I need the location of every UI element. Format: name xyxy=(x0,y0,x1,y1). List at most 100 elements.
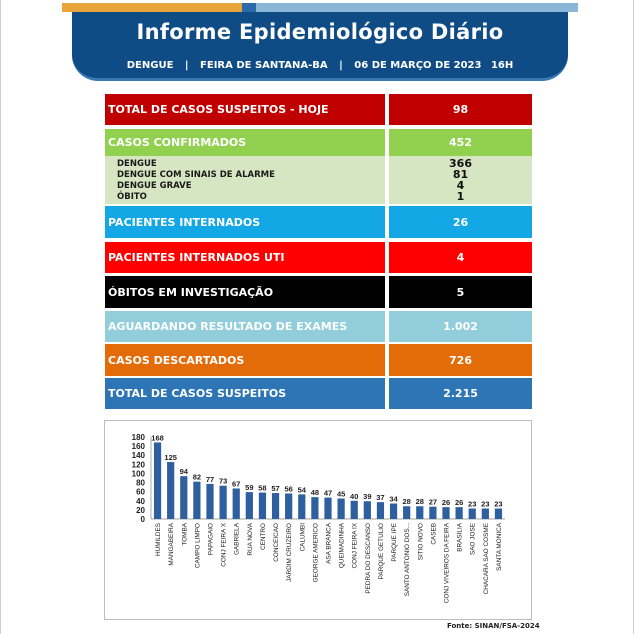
x-category-label: BRASILIA xyxy=(457,522,464,552)
bar-value-label: 26 xyxy=(442,498,450,507)
x-category-label: PARQUE GETULIO xyxy=(378,523,385,579)
x-category-label: QUEIMADINHA xyxy=(339,522,346,568)
row-value-cell: 98 xyxy=(389,94,532,125)
row-label: TOTAL DE CASOS SUSPEITOS xyxy=(108,387,287,400)
city-label: FEIRA DE SANTANA-BA xyxy=(200,60,328,71)
bar xyxy=(167,462,175,519)
x-category-label: CONJ FEIRA IX xyxy=(352,522,359,568)
row-value: 4 xyxy=(456,251,465,264)
x-category-label: CONJ VIVEIROS DA FEIRA xyxy=(444,522,451,603)
bar-value-label: 23 xyxy=(468,500,476,509)
bar xyxy=(363,501,371,519)
row-label: ÓBITOS EM INVESTIGAÇÃO xyxy=(108,285,274,299)
row-value: 1.002 xyxy=(443,320,478,333)
bar xyxy=(285,493,293,519)
bar xyxy=(153,442,162,519)
row-value-cell: 452 xyxy=(389,129,532,156)
x-category-label: CENTRO xyxy=(260,523,267,550)
bar-value-label: 28 xyxy=(416,497,424,506)
bar-value-label: 58 xyxy=(258,484,266,493)
bar xyxy=(180,476,188,519)
bar xyxy=(232,488,240,519)
row-value: 98 xyxy=(452,103,469,116)
row-value-cell: 26 xyxy=(389,206,532,238)
x-category-label: SANTA MONICA xyxy=(496,522,503,571)
bar xyxy=(455,507,463,519)
bar-value-label: 34 xyxy=(389,495,398,504)
bar xyxy=(494,508,503,519)
y-tick-label: 120 xyxy=(132,460,146,469)
row-value: 452 xyxy=(449,136,472,149)
bar xyxy=(429,506,437,519)
breakdown-value: 366 xyxy=(449,157,472,170)
breakdown-label: DENGUE COM SINAIS DE ALARME xyxy=(117,170,275,180)
breakdown-label-cell xyxy=(105,156,385,204)
y-tick-label: 80 xyxy=(136,479,145,488)
bar-value-label: 23 xyxy=(494,500,502,509)
row-label-cell: PACIENTES INTERNADOS xyxy=(105,206,385,238)
bar xyxy=(298,494,306,519)
bar-value-label: 125 xyxy=(164,453,177,462)
report-header: Informe Epidemiológico Diário DENGUE | F… xyxy=(72,12,568,81)
bar-value-label: 56 xyxy=(284,484,292,493)
row-deaths-under-investigation: ÓBITOS EM INVESTIGAÇÃO 5 xyxy=(105,276,532,308)
bar-value-label: 168 xyxy=(151,433,164,442)
row-value-cell: 4 xyxy=(389,242,532,273)
y-tick-label: 0 xyxy=(141,515,146,524)
breakdown-label: DENGUE GRAVE xyxy=(117,181,192,191)
y-tick-label: 20 xyxy=(136,506,145,515)
row-label: CASOS DESCARTADOS xyxy=(108,353,245,367)
breakdown-value-cell xyxy=(389,156,532,204)
confirmed-breakdown: DENGUE DENGUE COM SINAIS DE ALARME DENGU… xyxy=(105,156,532,204)
x-category-label: JARDIM CRUZEIRO xyxy=(286,523,293,582)
disease-label: DENGUE xyxy=(126,60,174,71)
x-category-label: PEDRA DO DESCANSO xyxy=(365,523,372,594)
top-stripe-blue xyxy=(242,3,256,12)
bar xyxy=(206,483,214,519)
bar-value-label: 77 xyxy=(206,475,214,484)
breakdown-label: ÓBITO xyxy=(117,192,147,202)
bar-value-label: 48 xyxy=(311,488,319,497)
x-category-label: GABRIELA xyxy=(234,522,241,555)
x-category-label: PAPAGAIO xyxy=(208,523,215,555)
x-category-label: CONJ FEIRA X xyxy=(221,522,228,566)
x-category-label: CONCEICAO xyxy=(273,523,280,562)
row-hospitalized-icu: PACIENTES INTERNADOS UTI 4 xyxy=(105,242,532,273)
bar-value-label: 47 xyxy=(324,489,332,498)
x-category-label: ASA BRANCA xyxy=(326,522,333,564)
bar xyxy=(193,481,201,519)
bar xyxy=(403,506,411,519)
row-label: CASOS CONFIRMADOS xyxy=(108,136,247,149)
source-note: Fonte: SINAN/FSA-2024 xyxy=(447,622,540,630)
bar xyxy=(376,502,385,519)
bar xyxy=(245,492,253,519)
y-tick-label: 100 xyxy=(132,469,146,478)
row-label: PACIENTES INTERNADOS xyxy=(108,215,261,229)
row-value-cell: 726 xyxy=(389,344,532,376)
bar-value-label: 94 xyxy=(180,467,189,476)
bar-value-label: 26 xyxy=(455,498,463,507)
bar xyxy=(481,508,489,519)
row-label-cell: PACIENTES INTERNADOS UTI xyxy=(105,242,385,273)
row-awaiting-results: AGUARDANDO RESULTADO DE EXAMES 1.002 xyxy=(105,311,532,342)
separator: | xyxy=(339,60,343,71)
x-category-label: CAMPO LIMPO xyxy=(194,523,201,568)
bar xyxy=(337,498,345,519)
bar-value-label: 23 xyxy=(481,500,489,509)
row-label-cell: AGUARDANDO RESULTADO DE EXAMES xyxy=(105,311,385,342)
row-discarded-cases: CASOS DESCARTADOS 726 xyxy=(105,344,532,376)
x-category-label: GEORGE AMERICO xyxy=(312,523,319,582)
row-hospitalized: PACIENTES INTERNADOS 26 xyxy=(105,206,532,238)
row-value-cell: 2.215 xyxy=(389,378,532,409)
date-label: 06 DE MARÇO DE 2023 xyxy=(354,60,482,71)
bar xyxy=(468,508,476,519)
page-frame-left xyxy=(0,0,1,634)
bar xyxy=(219,485,227,519)
x-category-label: SAO JOSE xyxy=(470,523,477,555)
row-value-cell: 5 xyxy=(389,276,532,308)
bar-value-label: 39 xyxy=(363,492,371,501)
y-tick-label: 40 xyxy=(136,497,145,506)
y-tick-label: 60 xyxy=(136,488,145,497)
bar-value-label: 54 xyxy=(298,485,307,494)
y-tick-label: 180 xyxy=(132,433,146,442)
